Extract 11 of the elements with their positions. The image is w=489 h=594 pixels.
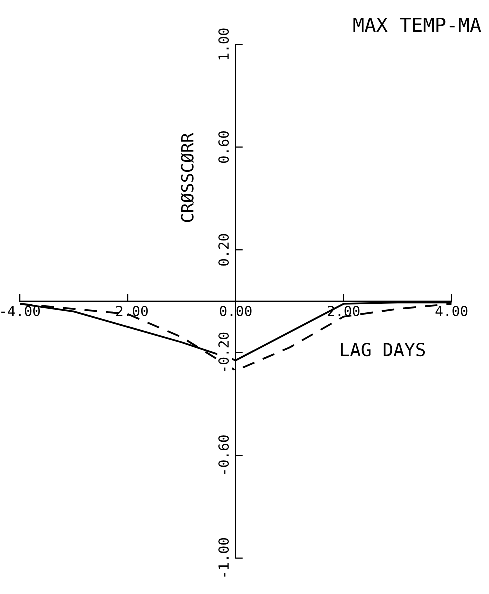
y-tick-label: -1.00	[218, 538, 230, 577]
y-tick-label: 1.00	[218, 28, 230, 60]
y-tick-label: 0.20	[218, 234, 230, 266]
y-tick-label: 0.60	[218, 131, 230, 164]
x-axis-title: LAG DAYS	[341, 342, 426, 357]
x-tick-label: -4.00	[2, 306, 40, 316]
y-tick-label: -0.60	[218, 436, 230, 474]
chart-title: MAX TEMP-MA	[354, 18, 482, 32]
x-tick-label: 4.00	[436, 306, 468, 316]
y-tick-label: -0.20	[218, 332, 230, 372]
y-axis-title: CRØSSCØRR	[180, 132, 194, 222]
